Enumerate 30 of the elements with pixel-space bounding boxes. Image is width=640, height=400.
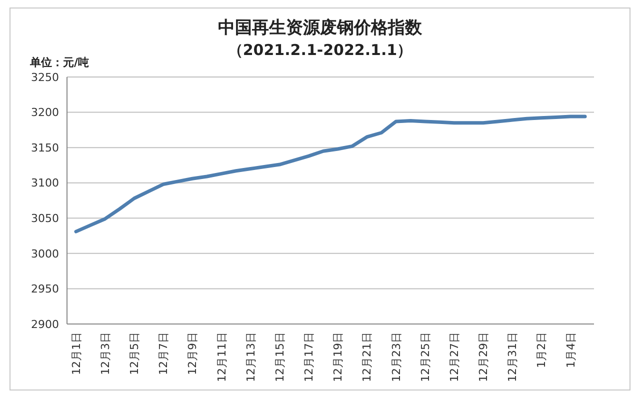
x-tick-label: 12月31日 xyxy=(506,332,520,382)
x-tick-label: 12月7日 xyxy=(157,332,170,375)
y-tick-label: 3250 xyxy=(31,70,59,84)
x-tick-label: 12月23日 xyxy=(390,332,403,382)
x-tick-label: 12月29日 xyxy=(477,332,490,382)
y-tick-label: 2950 xyxy=(31,282,59,296)
y-tick-label: 3000 xyxy=(31,247,59,260)
chart-title: 中国再生资源废钢价格指数 xyxy=(218,18,423,38)
x-tick-label: 12月27日 xyxy=(448,332,461,382)
x-tick-label: 12月25日 xyxy=(418,332,432,382)
x-tick-label: 12月15日 xyxy=(273,332,286,382)
y-tick-label: 3050 xyxy=(31,212,59,225)
x-tick-label: 12月13日 xyxy=(244,332,258,382)
x-tick-label: 12月21日 xyxy=(360,332,374,382)
y-tick-label: 3100 xyxy=(31,176,59,190)
y-tick-label: 3150 xyxy=(31,141,59,154)
chart-subtitle: （2021.2.1-2022.1.1） xyxy=(228,41,412,59)
x-tick-label: 12月19日 xyxy=(332,332,345,382)
x-tick-label: 12月17日 xyxy=(302,332,316,382)
x-tick-label: 1月4日 xyxy=(564,332,578,368)
x-tick-label: 12月3日 xyxy=(98,332,112,375)
x-tick-label: 12月1日 xyxy=(70,332,83,375)
line-series xyxy=(74,114,587,234)
x-tick-label: 1月2日 xyxy=(535,332,548,368)
y-axis-title: 单位：元/吨 xyxy=(29,56,90,69)
x-tick-label: 12月5日 xyxy=(128,332,142,375)
x-tick-label: 12月9日 xyxy=(186,332,200,375)
y-tick-label: 2900 xyxy=(31,318,59,331)
x-tick-label: 12月11日 xyxy=(215,332,228,382)
y-tick-label: 3200 xyxy=(31,106,59,120)
